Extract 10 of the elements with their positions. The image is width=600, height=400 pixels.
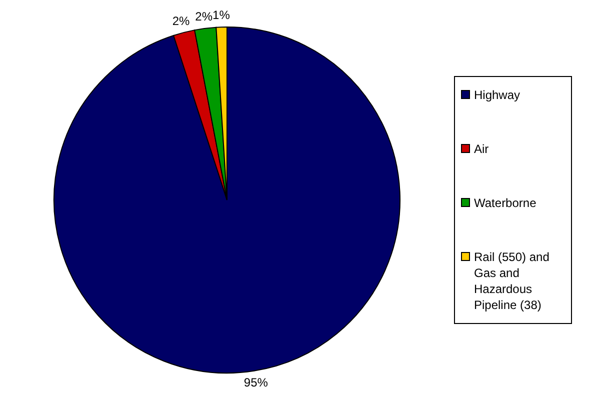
legend-label: Air [474, 141, 489, 157]
pie-slice [54, 26, 400, 374]
legend-label: Waterborne [474, 195, 536, 211]
pie-slice [173, 30, 228, 200]
data-label: 2% [195, 9, 213, 24]
data-label: 2% [172, 14, 190, 28]
data-label: 1% [212, 8, 230, 22]
legend-label: Highway [474, 87, 520, 103]
data-label: 95% [244, 376, 268, 390]
legend-label: Rail (550) and Gas and Hazardous Pipeline (38) [474, 249, 550, 313]
